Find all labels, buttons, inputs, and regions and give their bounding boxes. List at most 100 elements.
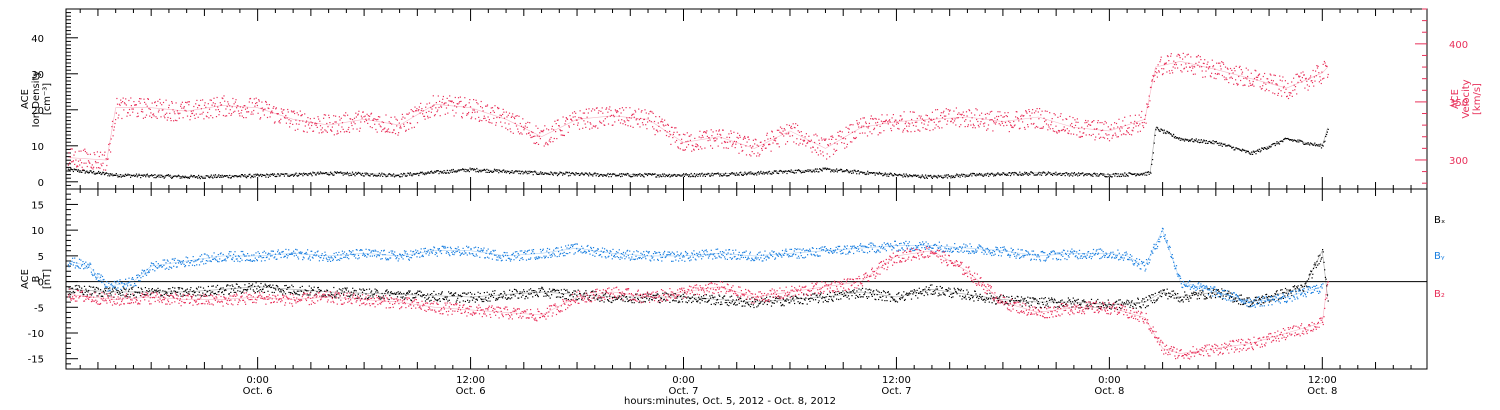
data-point <box>846 169 848 171</box>
data-point <box>408 128 410 130</box>
data-point <box>720 173 722 175</box>
data-point <box>1218 144 1220 146</box>
data-point <box>710 145 712 147</box>
data-point <box>105 158 107 160</box>
data-point <box>306 294 308 296</box>
data-point <box>705 298 707 300</box>
data-point <box>107 288 109 290</box>
data-point <box>1051 118 1053 120</box>
data-point <box>282 173 285 175</box>
data-point <box>214 103 216 105</box>
data-point <box>1023 173 1025 175</box>
data-point <box>1325 65 1327 67</box>
data-point <box>646 128 648 130</box>
data-point <box>595 125 597 127</box>
data-point <box>550 136 552 139</box>
data-point <box>520 296 523 298</box>
data-point <box>693 173 696 175</box>
data-point <box>317 116 319 118</box>
data-point <box>555 173 557 175</box>
data-point <box>246 290 248 292</box>
data-point <box>335 171 337 174</box>
data-point <box>949 175 951 178</box>
data-point <box>144 294 146 296</box>
data-point <box>991 172 993 174</box>
data-point <box>650 296 652 298</box>
data-point <box>1079 173 1081 175</box>
data-point <box>114 122 116 125</box>
data-point <box>535 173 538 175</box>
data-point <box>675 300 677 302</box>
data-point <box>172 109 174 111</box>
data-point <box>741 150 743 152</box>
data-point <box>982 123 985 125</box>
data-point <box>123 175 125 177</box>
data-point <box>589 128 591 130</box>
data-point <box>581 299 583 301</box>
data-point <box>737 173 739 176</box>
data-point <box>1123 175 1125 177</box>
data-point <box>546 293 548 295</box>
data-point <box>940 175 942 177</box>
data-point <box>259 118 261 120</box>
data-point <box>869 131 871 133</box>
data-point <box>1040 172 1042 174</box>
data-point <box>568 171 570 173</box>
data-point <box>773 296 775 298</box>
data-point <box>1047 129 1049 131</box>
data-point <box>798 302 801 305</box>
data-point <box>1152 152 1154 154</box>
data-point <box>418 106 420 108</box>
data-point <box>415 110 417 112</box>
data-point <box>728 305 730 307</box>
data-point <box>657 131 659 133</box>
data-point <box>83 162 85 164</box>
data-point <box>511 115 513 117</box>
data-point <box>707 300 710 302</box>
data-point <box>826 167 828 169</box>
data-point <box>84 148 86 150</box>
data-point <box>388 173 390 175</box>
data-point <box>1290 139 1292 141</box>
data-point <box>235 175 238 177</box>
data-point <box>924 120 926 122</box>
data-point <box>823 168 825 170</box>
data-point <box>815 299 817 301</box>
data-point <box>589 173 591 175</box>
data-point <box>380 298 382 300</box>
data-point <box>1004 121 1007 124</box>
data-point <box>987 172 989 174</box>
data-point <box>961 173 963 175</box>
data-point <box>352 119 354 121</box>
data-point <box>182 175 184 177</box>
data-point <box>982 118 984 120</box>
data-point <box>488 297 490 299</box>
data-point <box>645 173 647 175</box>
data-point <box>273 287 275 289</box>
data-point <box>745 298 747 300</box>
data-point <box>955 124 957 126</box>
data-point <box>280 291 282 293</box>
data-point <box>677 147 680 149</box>
data-point <box>658 301 660 303</box>
data-point <box>903 111 905 113</box>
data-point <box>694 145 697 148</box>
data-point <box>936 117 938 119</box>
data-point <box>530 136 532 139</box>
data-point <box>891 117 893 119</box>
data-point <box>372 119 374 121</box>
data-point <box>711 147 714 149</box>
data-point <box>912 124 915 127</box>
data-point <box>1173 133 1175 135</box>
data-point <box>300 115 302 117</box>
data-point <box>223 290 226 292</box>
data-point <box>202 111 204 113</box>
data-point <box>720 301 722 303</box>
data-point <box>432 296 434 298</box>
data-point <box>1243 77 1245 79</box>
data-point <box>123 287 125 289</box>
data-point <box>714 173 717 175</box>
data-point <box>97 162 99 164</box>
data-point <box>363 175 365 177</box>
data-point <box>712 175 714 177</box>
